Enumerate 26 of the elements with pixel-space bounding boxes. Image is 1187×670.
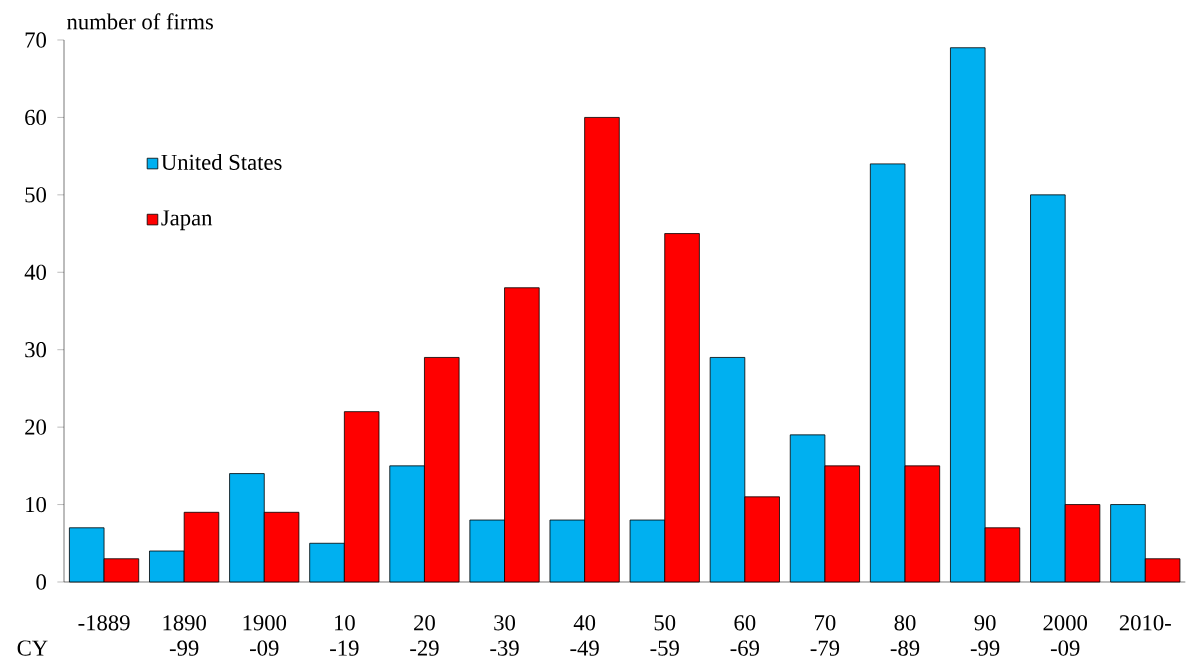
y-tick-label: 70	[25, 32, 46, 48]
x-tick-label: 10 -19	[330, 615, 359, 656]
legend-label: Japan	[161, 210, 213, 231]
x-tick-label: 40 -49	[570, 615, 599, 656]
y-tick-label: 30	[25, 342, 46, 358]
x-axis-title: CY	[17, 640, 48, 656]
y-tick-label: 40	[24, 264, 46, 280]
legend-label: United States	[161, 154, 282, 170]
x-tick-label: 20 -29	[410, 615, 439, 656]
x-tick-label: -1889	[78, 615, 130, 631]
x-tick-label: 2010-	[1119, 615, 1171, 631]
x-tick-label: 70 -79	[810, 615, 840, 656]
x-tick-label: 80 -89	[890, 615, 920, 656]
y-tick-label: 60	[25, 109, 46, 126]
x-tick-label: 60 -69	[730, 615, 760, 656]
y-tick-label: 50	[25, 187, 46, 203]
y-tick-label: 10	[26, 496, 46, 513]
y-tick-label: 0	[36, 574, 46, 590]
y-axis-title: number of firms	[67, 13, 213, 30]
x-tick-label: 1900 -09	[243, 615, 287, 656]
y-tick-label: 20	[25, 419, 46, 435]
x-tick-label: 90 -99	[970, 615, 1000, 656]
x-tick-label: 1890 -99	[163, 615, 206, 656]
x-tick-label: 50 -59	[650, 615, 679, 656]
x-tick-label: 2000 -09	[1043, 615, 1088, 656]
x-tick-label: 30 -39	[490, 615, 519, 656]
